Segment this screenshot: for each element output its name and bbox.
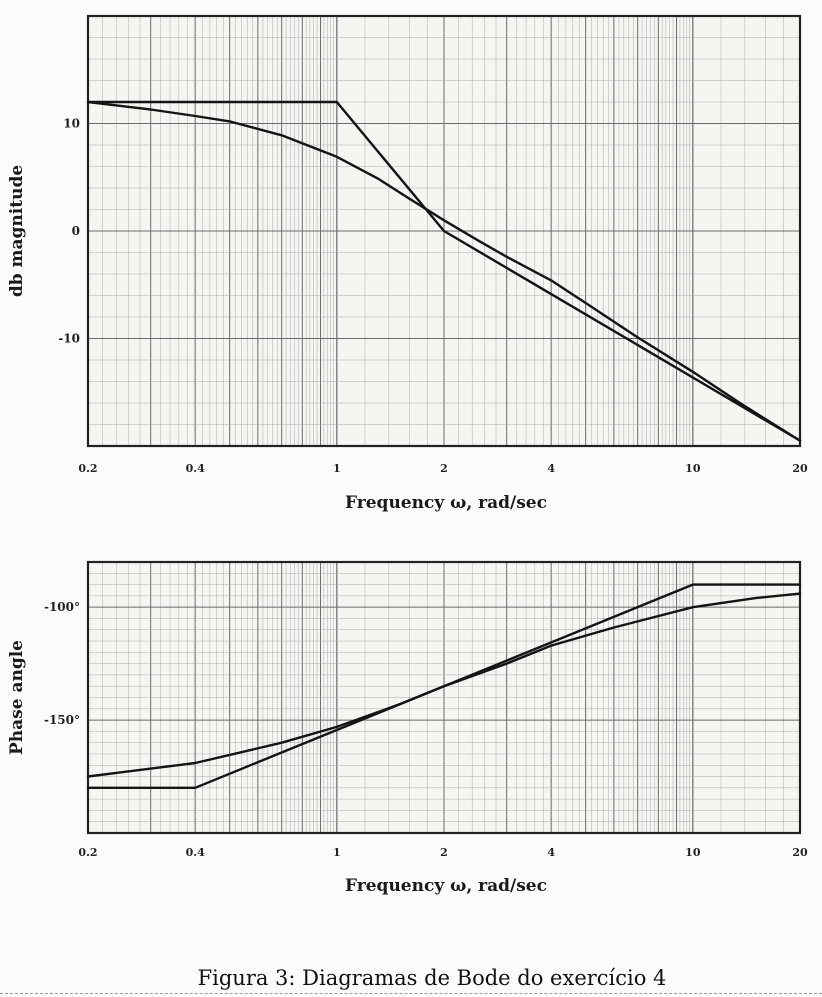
magnitude-ytick-label: 0 — [72, 224, 80, 238]
magnitude-xaxis-label: Frequency ω, rad/sec — [345, 493, 547, 513]
phase-frame — [86, 560, 802, 835]
phase-exact-line — [86, 592, 802, 778]
phase-ytick-label: -150° — [44, 713, 80, 727]
magnitude-yaxis-label: db magnitude — [7, 165, 27, 297]
magnitude-xtick-label: 4 — [547, 462, 555, 475]
magnitude-ytick-label: -10 — [58, 332, 80, 346]
magnitude-xtick-label: 10 — [685, 462, 701, 475]
phase-xtick-label: 1 — [333, 846, 341, 859]
page-bottom-rule — [0, 993, 822, 994]
phase-xaxis-label: Frequency ω, rad/sec — [345, 876, 547, 896]
magnitude-exact-line — [86, 100, 802, 442]
phase-yaxis-label: Phase angle — [7, 640, 27, 755]
magnitude-xtick-label: 2 — [440, 462, 448, 475]
phase-ytick-label: -100° — [44, 600, 80, 614]
phase-grid — [88, 561, 800, 834]
magnitude-ytick-label: 10 — [63, 117, 80, 131]
phase-xtick-label: 2 — [440, 846, 448, 859]
phase-xtick-label: 0.2 — [78, 846, 97, 859]
magnitude-xtick-label: 0.2 — [78, 462, 97, 475]
phase-xtick-label: 4 — [547, 846, 555, 859]
magnitude-xtick-label: 20 — [792, 462, 808, 475]
phase-chart: 0.2 0.4 1 2 4 10 20 -100° -150° Frequency ω, rad/… — [7, 560, 808, 896]
magnitude-chart: 0.2 0.4 1 2 4 10 20 10 0 -10 Frequency ω, rad/sec d… — [7, 14, 808, 513]
magnitude-xtick-label: 1 — [333, 462, 341, 475]
phase-xtick-label: 10 — [685, 846, 701, 859]
phase-xtick-label: 0.4 — [186, 846, 205, 859]
figure-caption: Figura 3: Diagramas de Bode do exercício… — [198, 966, 667, 990]
magnitude-asymptote-line — [86, 100, 802, 442]
magnitude-xtick-label: 0.4 — [186, 462, 205, 475]
magnitude-frame — [86, 14, 802, 448]
phase-xtick-label: 20 — [792, 846, 808, 859]
